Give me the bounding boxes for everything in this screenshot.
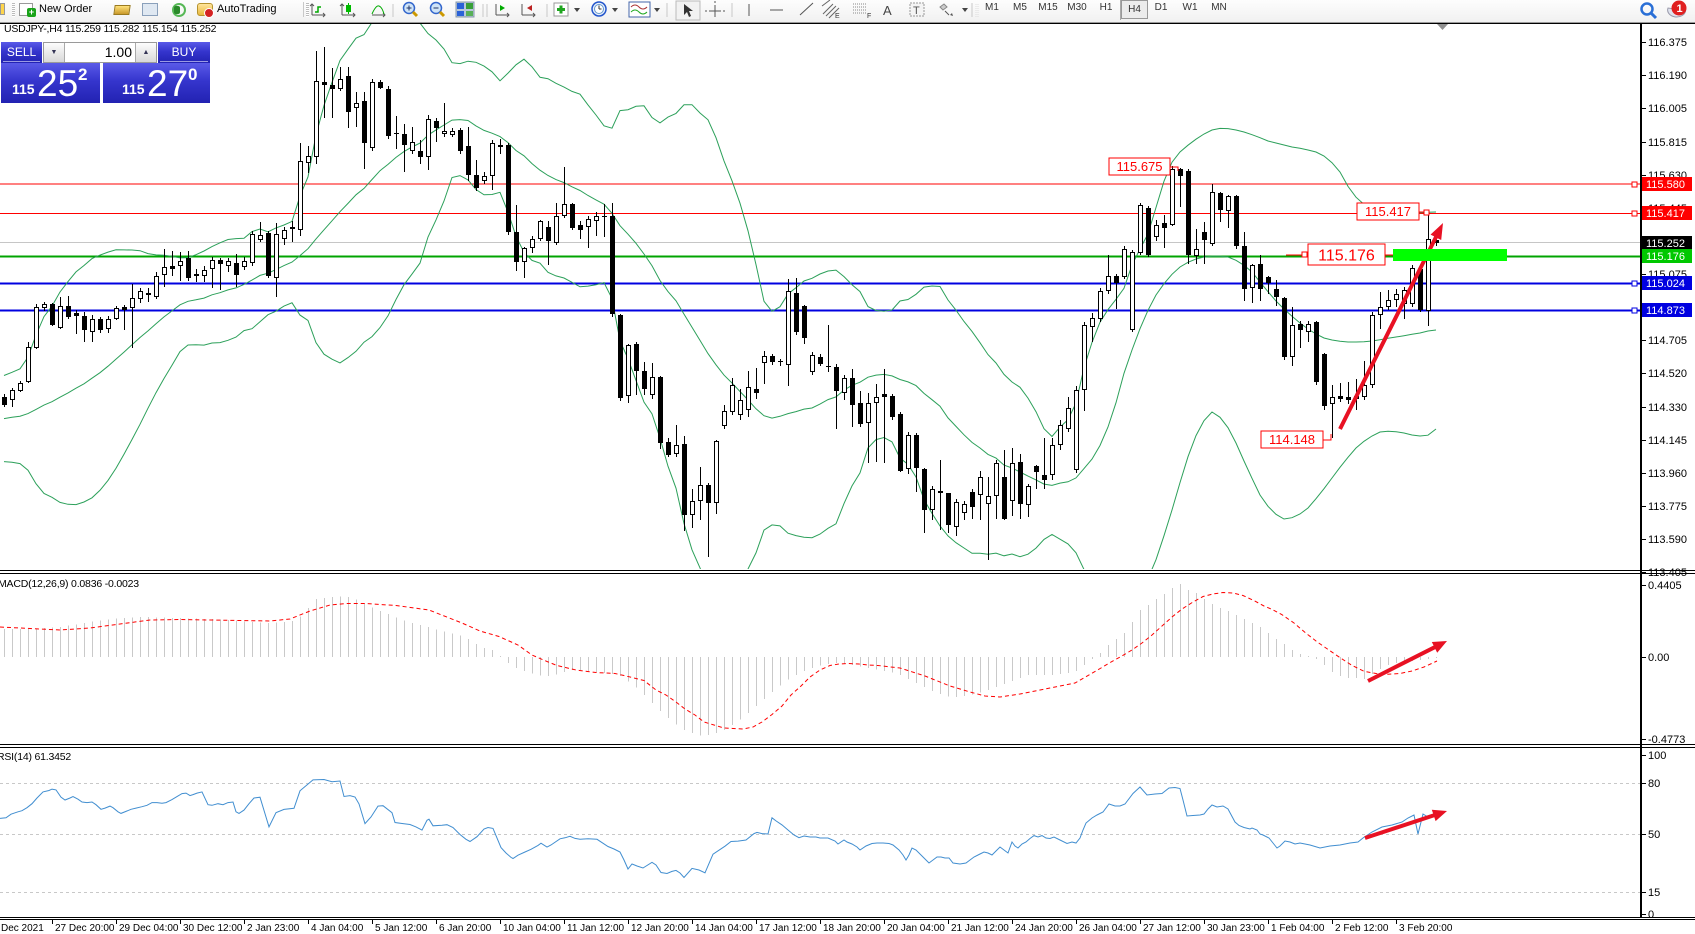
svg-text:115.417: 115.417	[1365, 204, 1411, 219]
svg-text:27 Jan 12:00: 27 Jan 12:00	[1143, 923, 1201, 934]
svg-text:115.675: 115.675	[1116, 159, 1162, 174]
svg-text:15: 15	[1648, 887, 1660, 899]
svg-text:18 Jan 20:00: 18 Jan 20:00	[823, 923, 881, 934]
svg-text:21 Jan 12:00: 21 Jan 12:00	[951, 923, 1009, 934]
svg-text:113.405: 113.405	[1648, 567, 1687, 579]
svg-text:114.148: 114.148	[1269, 432, 1315, 447]
svg-text:50: 50	[1648, 829, 1660, 841]
svg-text:27 Dec 20:00: 27 Dec 20:00	[55, 923, 115, 934]
svg-text:114.330: 114.330	[1648, 402, 1687, 414]
svg-text:115.252: 115.252	[1646, 238, 1685, 250]
svg-text:80: 80	[1648, 778, 1660, 790]
svg-text:114.520: 114.520	[1648, 368, 1687, 380]
svg-text:A: A	[883, 3, 892, 18]
svg-text:116.005: 116.005	[1648, 103, 1687, 115]
svg-text:MACD(12,26,9) 0.0836 -0.0023: MACD(12,26,9) 0.0836 -0.0023	[0, 578, 139, 590]
svg-text:116.375: 116.375	[1648, 37, 1687, 49]
svg-text:17 Jan 12:00: 17 Jan 12:00	[759, 923, 817, 934]
svg-text:26 Jan 04:00: 26 Jan 04:00	[1079, 923, 1137, 934]
svg-text:T: T	[913, 5, 920, 17]
svg-text:-0.4773: -0.4773	[1648, 734, 1685, 746]
svg-text:4 Jan 04:00: 4 Jan 04:00	[311, 923, 364, 934]
svg-text:USDJPY-,H4 115.259 115.282 11: USDJPY-,H4 115.259 115.282 115.154 115.2…	[4, 23, 217, 35]
svg-text:5 Jan 12:00: 5 Jan 12:00	[375, 923, 428, 934]
svg-text:100: 100	[1648, 750, 1666, 762]
svg-text:30 Jan 23:00: 30 Jan 23:00	[1207, 923, 1265, 934]
svg-text:Dec 2021: Dec 2021	[1, 923, 44, 934]
svg-text:2 Feb 12:00: 2 Feb 12:00	[1335, 923, 1389, 934]
svg-text:12 Jan 20:00: 12 Jan 20:00	[631, 923, 689, 934]
svg-text:14 Jan 04:00: 14 Jan 04:00	[695, 923, 753, 934]
svg-text:6 Jan 20:00: 6 Jan 20:00	[439, 923, 492, 934]
svg-text:3 Feb 20:00: 3 Feb 20:00	[1399, 923, 1453, 934]
svg-text:113.775: 113.775	[1648, 501, 1687, 513]
svg-text:115.815: 115.815	[1648, 137, 1687, 149]
svg-text:10 Jan 04:00: 10 Jan 04:00	[503, 923, 561, 934]
svg-text:0: 0	[1648, 909, 1654, 921]
svg-text:116.190: 116.190	[1648, 70, 1687, 82]
svg-text:115.417: 115.417	[1646, 208, 1685, 220]
svg-text:2 Jan 23:00: 2 Jan 23:00	[247, 923, 300, 934]
svg-text:24 Jan 20:00: 24 Jan 20:00	[1015, 923, 1073, 934]
svg-text:113.960: 113.960	[1648, 468, 1687, 480]
svg-text:1: 1	[1677, 3, 1683, 15]
svg-text:0.00: 0.00	[1648, 652, 1669, 664]
svg-text:115.024: 115.024	[1646, 278, 1685, 290]
svg-text:115.176: 115.176	[1646, 251, 1685, 263]
svg-text:11 Jan 12:00: 11 Jan 12:00	[567, 923, 625, 934]
svg-text:E: E	[835, 13, 840, 20]
svg-text:30 Dec 12:00: 30 Dec 12:00	[183, 923, 243, 934]
svg-text:1 Feb 04:00: 1 Feb 04:00	[1271, 923, 1325, 934]
svg-text:114.705: 114.705	[1648, 335, 1687, 347]
svg-text:0.4405: 0.4405	[1648, 580, 1682, 592]
svg-text:F: F	[867, 13, 871, 20]
svg-text:113.590: 113.590	[1648, 534, 1687, 546]
svg-text:114.873: 114.873	[1646, 305, 1685, 317]
svg-text:RSI(14) 61.3452: RSI(14) 61.3452	[0, 751, 71, 763]
svg-text:20 Jan 04:00: 20 Jan 04:00	[887, 923, 945, 934]
svg-text:115.176: 115.176	[1318, 247, 1375, 264]
svg-text:115.580: 115.580	[1646, 179, 1685, 191]
svg-text:29 Dec 04:00: 29 Dec 04:00	[119, 923, 179, 934]
svg-text:114.145: 114.145	[1648, 435, 1687, 447]
